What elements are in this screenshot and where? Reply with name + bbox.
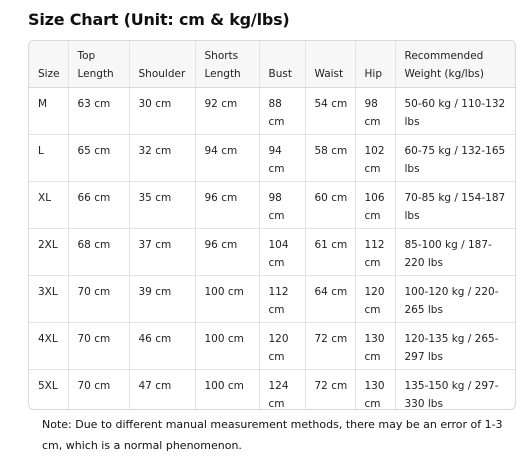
cell-waist: 54 cm — [305, 87, 356, 135]
cell-top-length: 70 cm — [68, 275, 130, 323]
cell-hip: 120 cm — [355, 275, 396, 323]
header-waist: Waist — [305, 41, 356, 88]
cell-bust: 124 cm — [259, 369, 306, 409]
cell-shorts-length: 92 cm — [195, 87, 260, 135]
cell-top-length: 66 cm — [68, 181, 130, 229]
cell-shorts-length: 94 cm — [195, 134, 260, 182]
size-chart-table: Size Top Length Shoulder Shorts Length B… — [29, 41, 515, 410]
cell-top-length: 68 cm — [68, 228, 130, 276]
cell-recommended-weight: 120-135 kg / 265-297 lbs — [395, 322, 515, 370]
cell-shoulder: 35 cm — [129, 181, 196, 229]
table-row: 3XL 70 cm 39 cm 100 cm 112 cm 64 cm 120 … — [29, 275, 515, 323]
cell-shoulder: 47 cm — [129, 369, 196, 409]
cell-hip: 102 cm — [355, 134, 396, 182]
cell-size: 5XL — [29, 369, 69, 409]
size-chart-card: Size Top Length Shoulder Shorts Length B… — [28, 40, 516, 410]
cell-waist: 64 cm — [305, 275, 356, 323]
header-recommended-weight: Recommended Weight (kg/lbs) — [395, 41, 515, 88]
cell-hip: 106 cm — [355, 181, 396, 229]
cell-size: 2XL — [29, 228, 69, 276]
cell-bust: 120 cm — [259, 322, 306, 370]
cell-waist: 72 cm — [305, 369, 356, 409]
table-row: L 65 cm 32 cm 94 cm 94 cm 58 cm 102 cm 6… — [29, 134, 515, 182]
cell-hip: 98 cm — [355, 87, 396, 135]
cell-bust: 104 cm — [259, 228, 306, 276]
cell-size: XL — [29, 181, 69, 229]
cell-top-length: 70 cm — [68, 322, 130, 370]
cell-top-length: 63 cm — [68, 87, 130, 135]
header-size: Size — [29, 41, 69, 88]
cell-bust: 88 cm — [259, 87, 306, 135]
cell-top-length: 70 cm — [68, 369, 130, 409]
cell-size: 4XL — [29, 322, 69, 370]
table-row: 5XL 70 cm 47 cm 100 cm 124 cm 72 cm 130 … — [29, 369, 515, 410]
cell-shoulder: 30 cm — [129, 87, 196, 135]
cell-bust: 98 cm — [259, 181, 306, 229]
table-row: 2XL 68 cm 37 cm 96 cm 104 cm 61 cm 112 c… — [29, 228, 515, 276]
header-shoulder: Shoulder — [129, 41, 196, 88]
cell-bust: 94 cm — [259, 134, 306, 182]
cell-recommended-weight: 60-75 kg / 132-165 lbs — [395, 134, 515, 182]
cell-recommended-weight: 50-60 kg / 110-132 lbs — [395, 87, 515, 135]
cell-recommended-weight: 100-120 kg / 220-265 lbs — [395, 275, 515, 323]
cell-waist: 58 cm — [305, 134, 356, 182]
page-title: Size Chart (Unit: cm & kg/lbs) — [28, 10, 290, 29]
header-top-length: Top Length — [68, 41, 130, 88]
table-row: XL 66 cm 35 cm 96 cm 98 cm 60 cm 106 cm … — [29, 181, 515, 229]
cell-shorts-length: 96 cm — [195, 181, 260, 229]
table-row: M 63 cm 30 cm 92 cm 88 cm 54 cm 98 cm 50… — [29, 87, 515, 135]
cell-shorts-length: 96 cm — [195, 228, 260, 276]
cell-shoulder: 37 cm — [129, 228, 196, 276]
cell-shorts-length: 100 cm — [195, 275, 260, 323]
cell-recommended-weight: 85-100 kg / 187-220 lbs — [395, 228, 515, 276]
measurement-note: Note: Due to different manual measuremen… — [42, 418, 503, 452]
header-bust: Bust — [259, 41, 306, 88]
cell-hip: 112 cm — [355, 228, 396, 276]
header-hip: Hip — [355, 41, 396, 88]
cell-hip: 130 cm — [355, 322, 396, 370]
cell-size: M — [29, 87, 69, 135]
cell-waist: 72 cm — [305, 322, 356, 370]
cell-waist: 60 cm — [305, 181, 356, 229]
cell-shoulder: 39 cm — [129, 275, 196, 323]
header-shorts-length: Shorts Length — [195, 41, 260, 88]
cell-top-length: 65 cm — [68, 134, 130, 182]
cell-size: L — [29, 134, 69, 182]
cell-bust: 112 cm — [259, 275, 306, 323]
cell-shorts-length: 100 cm — [195, 322, 260, 370]
table-header-row: Size Top Length Shoulder Shorts Length B… — [29, 41, 515, 88]
cell-waist: 61 cm — [305, 228, 356, 276]
table-row: 4XL 70 cm 46 cm 100 cm 120 cm 72 cm 130 … — [29, 322, 515, 370]
cell-recommended-weight: 135-150 kg / 297-330 lbs — [404, 379, 499, 410]
cell-shoulder: 32 cm — [129, 134, 196, 182]
cell-size: 3XL — [29, 275, 69, 323]
cell-shoulder: 46 cm — [129, 322, 196, 370]
cell-hip: 130 cm — [355, 369, 396, 409]
cell-shorts-length: 100 cm — [195, 369, 260, 409]
cell-recommended-weight: 70-85 kg / 154-187 lbs — [395, 181, 515, 229]
